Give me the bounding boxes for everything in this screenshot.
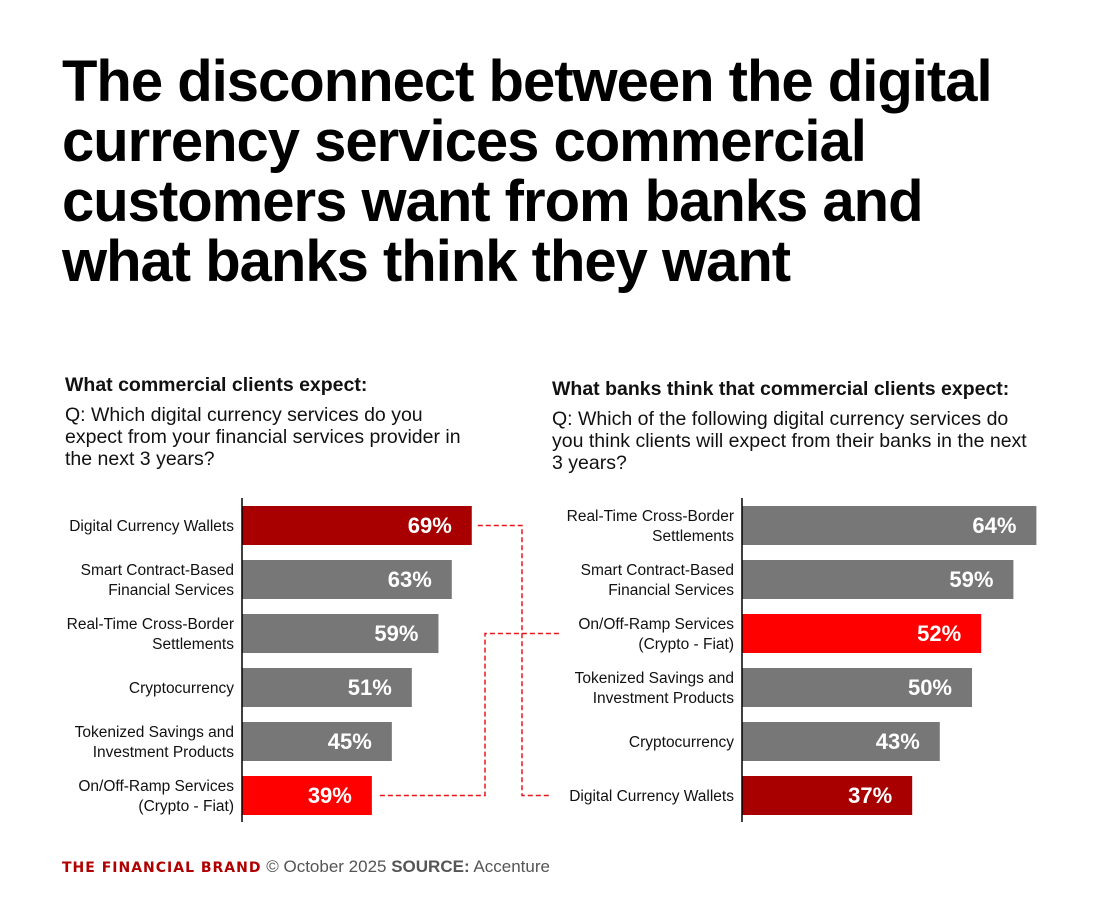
bar <box>742 668 972 707</box>
category-label: Cryptocurrency <box>629 734 734 751</box>
right-question: Q: Which of the following digital curren… <box>552 408 1027 474</box>
category-label: Financial Services <box>108 582 234 599</box>
data-label: 37% <box>848 783 892 808</box>
category-label: Tokenized Savings and <box>75 724 234 741</box>
source-name: Accenture <box>473 857 550 876</box>
data-label: 69% <box>408 513 452 538</box>
bar <box>742 776 913 815</box>
category-label: Financial Services <box>608 582 734 599</box>
category-label: Investment Products <box>593 690 735 707</box>
bar <box>242 560 452 599</box>
data-label: 63% <box>388 567 432 592</box>
category-label: Smart Contract-Based <box>81 562 234 579</box>
category-label: On/Off-Ramp Services <box>578 616 734 633</box>
bar <box>742 506 1037 545</box>
data-label: 51% <box>348 675 392 700</box>
left-heading: What commercial clients expect: <box>65 374 368 396</box>
footer: THE FINANCIAL BRAND © October 2025 SOURC… <box>62 857 550 877</box>
data-label: 39% <box>308 783 352 808</box>
data-label: 59% <box>374 621 418 646</box>
category-label: Smart Contract-Based <box>581 562 734 579</box>
bar <box>742 614 982 653</box>
bar <box>242 722 392 761</box>
data-label: 52% <box>917 621 961 646</box>
category-label: Real-Time Cross-Border <box>567 508 734 525</box>
category-label: Investment Products <box>93 744 235 761</box>
category-label: Digital Currency Wallets <box>69 518 234 535</box>
category-label: Digital Currency Wallets <box>569 788 734 805</box>
category-label: (Crypto - Fiat) <box>638 636 734 653</box>
right-heading: What banks think that commercial clients… <box>552 378 1010 400</box>
category-label: Tokenized Savings and <box>575 670 734 687</box>
category-label: On/Off-Ramp Services <box>78 778 234 795</box>
data-label: 64% <box>972 513 1016 538</box>
source-label: SOURCE: <box>391 857 470 876</box>
bar <box>242 506 472 545</box>
bar <box>242 614 439 653</box>
bar <box>742 722 940 761</box>
category-label: Real-Time Cross-Border <box>67 616 234 633</box>
category-label: Settlements <box>652 528 734 545</box>
category-label: Cryptocurrency <box>129 680 234 697</box>
connector-on-off-ramp <box>379 632 560 797</box>
data-label: 45% <box>328 729 372 754</box>
footer-date: © October 2025 <box>266 857 387 876</box>
bar <box>742 560 1014 599</box>
data-label: 50% <box>908 675 952 700</box>
category-label: Settlements <box>152 636 234 653</box>
left-question: Q: Which digital currency services do yo… <box>65 404 461 470</box>
data-label: 59% <box>949 567 993 592</box>
data-label: 43% <box>876 729 920 754</box>
brand-logo: THE FINANCIAL BRAND <box>62 860 262 876</box>
connector-digital-wallets <box>477 524 550 797</box>
bar <box>242 776 372 815</box>
bar <box>242 668 412 707</box>
page-title: The disconnect between the digital curre… <box>62 49 993 294</box>
category-label: (Crypto - Fiat) <box>138 798 234 815</box>
